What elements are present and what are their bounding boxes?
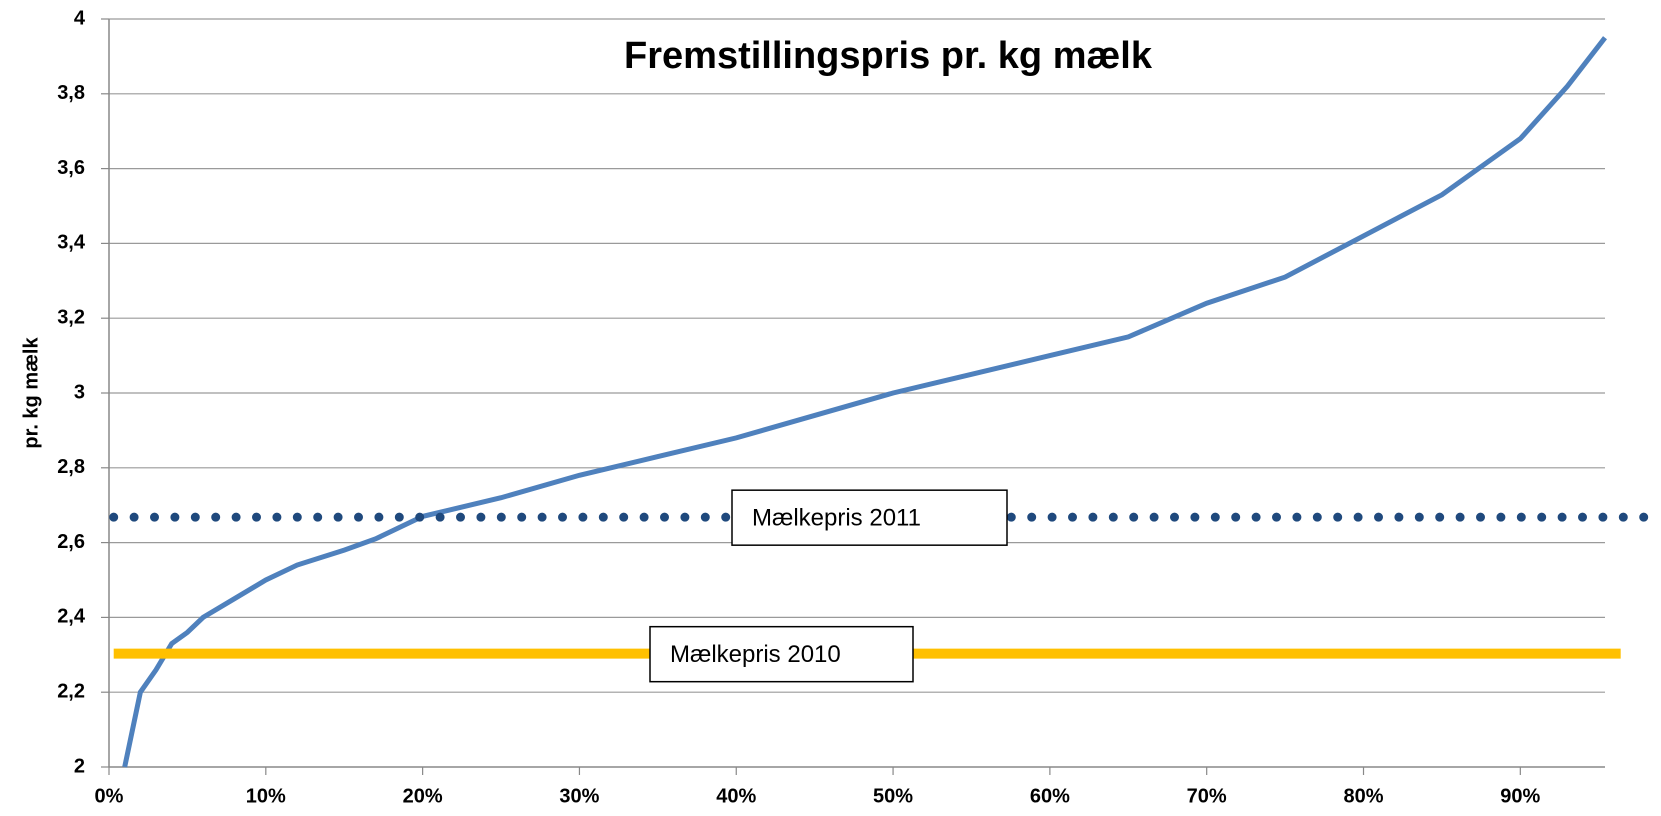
series-label: Mælkepris 2011 (752, 505, 921, 532)
x-tick-label: 20% (403, 785, 443, 807)
chart-title: Fremstillingspris pr. kg mælk (624, 35, 1153, 77)
x-tick-label: 0% (95, 785, 124, 807)
y-tick-label: 3 (74, 381, 85, 403)
line-series (122, 36, 1607, 768)
x-tick-label: 60% (1030, 785, 1070, 807)
label-box (731, 489, 1008, 546)
series-label: Mælkepris 2010 (670, 641, 841, 668)
x-tick-label: 40% (716, 785, 756, 807)
x-tick-label: 80% (1343, 785, 1383, 807)
y-tick-label: 3,2 (57, 306, 85, 328)
x-tick-label: 90% (1500, 785, 1540, 807)
y-tick-label: 2,8 (57, 456, 85, 478)
y-tick-label: 4 (74, 7, 86, 29)
y-tick-label: 2,2 (57, 680, 85, 702)
x-tick-label: 10% (246, 785, 286, 807)
y-tick-label: 3,6 (57, 157, 85, 179)
y-axis-label: pr. kg mælk (20, 337, 42, 449)
y-tick-label: 2,6 (57, 531, 85, 553)
x-tick-label: 50% (873, 785, 913, 807)
y-tick-label: 3,4 (57, 232, 86, 254)
y-tick-label: 2 (74, 755, 85, 777)
x-tick-label: 70% (1187, 785, 1227, 807)
x-tick-label: 30% (559, 785, 599, 807)
y-tick-label: 3,8 (57, 82, 85, 104)
y-tick-label: 2,4 (57, 606, 86, 628)
label-box (649, 625, 914, 683)
